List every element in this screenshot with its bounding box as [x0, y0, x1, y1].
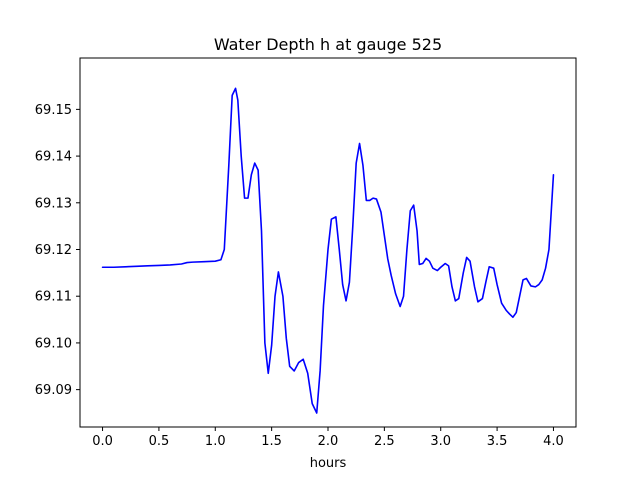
chart-title: Water Depth h at gauge 525 [214, 35, 442, 54]
x-axis-label: hours [310, 456, 347, 471]
y-tick-label: 69.10 [35, 336, 72, 351]
y-tick-label: 69.09 [35, 383, 72, 398]
y-tick-label: 69.14 [35, 150, 72, 165]
y-tick-label: 69.12 [35, 243, 72, 258]
y-tick-label: 69.11 [35, 290, 72, 305]
x-tick-label: 4.0 [543, 434, 564, 449]
x-tick-label: 2.0 [318, 434, 339, 449]
x-tick-label: 0.0 [92, 434, 113, 449]
x-tick-label: 1.0 [205, 434, 226, 449]
y-tick-label: 69.15 [35, 103, 72, 118]
x-tick-label: 3.5 [487, 434, 508, 449]
y-tick-label: 69.13 [35, 196, 72, 211]
axes: 0.0 0.5 1.0 1.5 2.0 2.5 3.0 3.5 4.0 69.09 69.10 69.… [35, 57, 577, 449]
x-tick-label: 2.5 [374, 434, 395, 449]
plot-area [101, 87, 555, 414]
x-tick-label: 0.5 [149, 434, 170, 449]
x-tick-label: 1.5 [261, 434, 282, 449]
series-line-1 [101, 87, 555, 414]
x-tick-label: 3.0 [430, 434, 451, 449]
